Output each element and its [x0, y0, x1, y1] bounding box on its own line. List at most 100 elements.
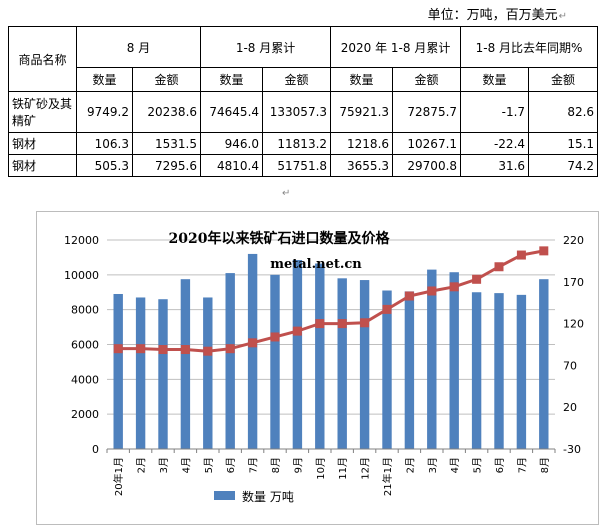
price-point	[539, 246, 549, 256]
table-cell: 1531.5	[131, 132, 202, 155]
y-right-tick-label: 170	[563, 276, 584, 289]
y-left-tick-label: 0	[92, 443, 99, 456]
chart-frame: 0 2000 4000 6000 8000 10000 12000 -30 20 70 120 170…	[36, 211, 599, 525]
y-left-tick-label: 4000	[71, 373, 99, 386]
x-category-label: 5月	[472, 457, 484, 473]
legend-label: 数量 万吨	[242, 489, 294, 504]
x-category-label: 2月	[404, 457, 416, 473]
table-cell: 9749.2	[76, 91, 133, 133]
paragraph-mark: ↵	[282, 188, 291, 199]
y-right-tick-label: 120	[563, 318, 584, 331]
header-2020-jan-aug: 2020 年 1-8 月累计	[330, 26, 462, 68]
table-cell: 74.2	[528, 154, 599, 177]
quantity-bar	[315, 263, 325, 449]
x-category-label: 20年1月	[112, 457, 125, 496]
x-category-label: 7月	[516, 457, 528, 473]
y-right-tick-label: 20	[563, 401, 577, 414]
x-category-label: 7月	[248, 457, 260, 473]
header-yoy-change: 1-8 月比去年同期%	[460, 26, 599, 68]
quantity-bar	[158, 299, 168, 449]
x-category-label: 21年1月	[381, 457, 394, 496]
x-category-label: 6月	[494, 457, 506, 473]
quantity-bar	[539, 279, 549, 449]
price-point	[136, 344, 146, 354]
table-cell: 15.1	[528, 132, 599, 155]
table-subheader-row: 数量 金额 数量 金额 数量 金额 数量 金额	[9, 67, 599, 92]
table-cell: 51751.8	[262, 154, 332, 177]
price-point	[427, 286, 437, 296]
price-point	[248, 338, 258, 348]
x-category-label: 3月	[158, 457, 170, 473]
quantity-bar	[113, 293, 123, 449]
x-category-label: 4月	[180, 457, 192, 473]
legend-swatch	[214, 491, 235, 500]
header-jan-aug-cumulative: 1-8 月累计	[200, 26, 332, 68]
table-cell: 29700.8	[392, 154, 462, 177]
price-point	[315, 319, 325, 329]
table-cell: 10267.1	[392, 132, 462, 155]
table-cell: 7295.6	[131, 154, 202, 177]
table-cell: 3655.3	[330, 154, 394, 177]
quantity-bar	[337, 278, 347, 449]
subheader-amount: 金额	[528, 67, 599, 92]
unit-label: 单位：万吨，百万美元↵	[427, 8, 567, 23]
table-cell: 106.3	[76, 132, 133, 155]
price-point	[337, 319, 347, 329]
price-point	[360, 318, 370, 328]
trade-table: 商品名称 8 月 1-8 月累计 2020 年 1-8 月累计 1-8 月比去年…	[8, 26, 599, 177]
table-cell: 505.3	[76, 154, 133, 177]
y-left-tick-label: 2000	[71, 408, 99, 421]
x-category-label: 2月	[136, 457, 148, 473]
table-row: 钢材 106.3 1531.5 946.0 11813.2 1218.6 102…	[8, 132, 599, 155]
row-name: 钢材	[8, 132, 77, 155]
y-right-tick-label: -30	[563, 443, 581, 456]
chart-subtitle: metal.net.cn	[270, 257, 362, 272]
subheader-amount: 金额	[392, 67, 462, 92]
price-point	[270, 332, 280, 342]
quantity-bar	[404, 291, 415, 449]
chart-axes: 0 2000 4000 6000 8000 10000 12000 -30 20 70 120 170…	[64, 234, 584, 496]
header-august: 8 月	[75, 26, 202, 68]
table-cell: 11813.2	[262, 132, 332, 155]
quantity-bars	[113, 253, 549, 449]
table-cell: 82.6	[528, 91, 599, 133]
x-category-label: 5月	[203, 457, 215, 473]
x-category-label: 8月	[270, 457, 282, 473]
price-point	[203, 346, 213, 356]
quantity-bar	[135, 297, 146, 449]
quantity-bar	[270, 274, 280, 449]
y-left-tick-label: 8000	[71, 304, 99, 317]
quantity-bar	[292, 260, 303, 449]
x-category-label: 3月	[427, 457, 439, 473]
subheader-quantity: 数量	[76, 67, 133, 92]
price-point	[472, 274, 482, 284]
x-category-label: 4月	[449, 457, 461, 473]
y-right-tick-label: 220	[563, 234, 584, 247]
quantity-bar	[449, 272, 459, 449]
price-point	[382, 304, 392, 314]
subheader-quantity: 数量	[460, 67, 530, 92]
chart-title: 2020年以来铁矿石进口数量及价格	[169, 230, 391, 247]
table-cell: 20238.6	[131, 91, 202, 133]
y-left-tick-label: 6000	[71, 339, 99, 352]
price-point	[404, 291, 414, 301]
price-point	[494, 262, 504, 272]
quantity-bar	[471, 292, 482, 449]
x-category-label: 10月	[315, 457, 327, 480]
quantity-bar	[180, 279, 191, 449]
subheader-amount: 金额	[131, 67, 202, 92]
quantity-bar	[247, 253, 258, 449]
quantity-bar	[494, 293, 504, 449]
table-cell: 133057.3	[262, 91, 332, 133]
subheader-quantity: 数量	[200, 67, 264, 92]
quantity-bar	[382, 290, 392, 449]
quantity-bar	[225, 273, 235, 449]
price-point	[516, 250, 526, 260]
x-category-label: 9月	[292, 457, 304, 473]
table-cell: 74645.4	[200, 91, 264, 133]
price-point	[292, 326, 302, 336]
table-cell: 946.0	[200, 132, 264, 155]
x-category-label: 6月	[225, 457, 237, 473]
quantity-bar	[203, 297, 213, 449]
y-left-tick-label: 10000	[64, 269, 99, 282]
